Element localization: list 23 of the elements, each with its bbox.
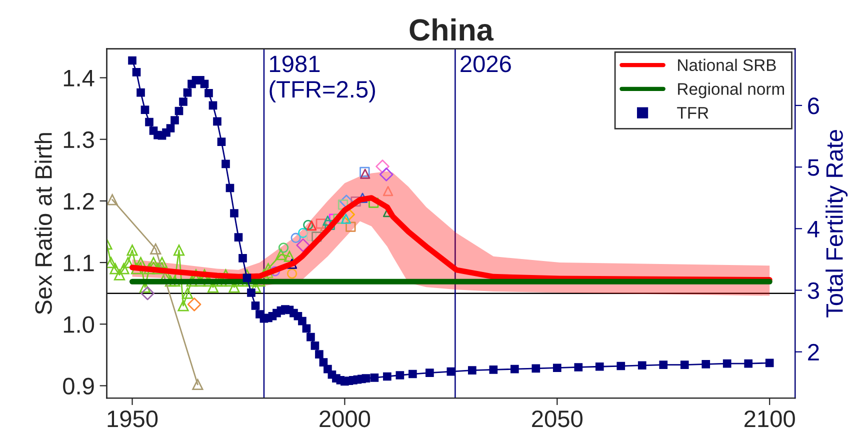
x-tick-label: 2100: [744, 410, 795, 428]
x-tick-label: 2000: [320, 410, 370, 428]
y2-tick-label: 6: [808, 98, 819, 114]
x-tick-label: 2050: [532, 410, 582, 428]
y2-tick-label: 2: [808, 344, 819, 360]
x-tick-label: 1950: [108, 410, 158, 428]
y2-tick-label: 5: [808, 159, 820, 176]
ref-line-label: 2026: [460, 56, 511, 72]
y-tick-label: 1.0: [64, 316, 94, 333]
y-tick-label: 1.2: [64, 193, 94, 210]
y-tick-label: 1.3: [64, 131, 94, 148]
legend-label: National SRB: [678, 58, 776, 72]
y2-tick-label: 3: [808, 282, 819, 300]
chart-title: China: [410, 18, 494, 41]
y-tick-label: 1.4: [64, 70, 94, 86]
y-axis-title: Sex Ratio at Birth: [34, 133, 52, 314]
y2-tick-label: 4: [807, 220, 820, 238]
legend-label: Regional norm: [678, 82, 784, 98]
legend-label: TFR: [677, 107, 708, 119]
y-tick-label: 1.1: [64, 254, 94, 272]
y2-axis-title: Total Fertility Rate: [826, 130, 848, 318]
y-tick-label: 0.9: [63, 378, 94, 395]
ref-line-label: 1981 (TFR=2.5): [270, 56, 375, 102]
